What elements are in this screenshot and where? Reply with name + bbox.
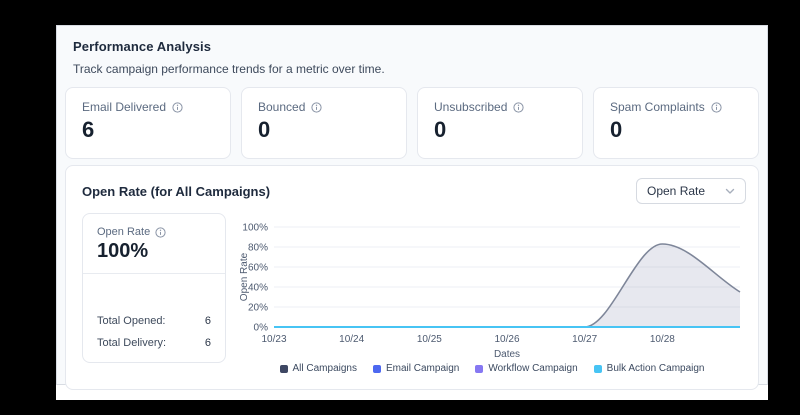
total-delivery-row: Total Delivery: 6	[97, 337, 211, 349]
stat-value: 6	[82, 117, 95, 142]
svg-text:100%: 100%	[242, 223, 268, 234]
summary-metric-value: 100%	[97, 240, 149, 262]
info-icon[interactable]	[513, 101, 524, 113]
svg-text:10/26: 10/26	[494, 334, 519, 345]
svg-text:10/28: 10/28	[650, 334, 675, 345]
total-opened-row: Total Opened: 6	[97, 315, 211, 327]
chart-area: 0% 20% 40% 60% 80% 100% 10/23 10/24 10/25 10/26 10…	[238, 213, 746, 374]
svg-text:0%: 0%	[254, 323, 269, 334]
stat-value: 0	[434, 117, 447, 142]
stat-card-unsubscribed: Unsubscribed 0	[417, 87, 583, 159]
stat-label: Email Delivered	[82, 100, 167, 114]
svg-text:20%: 20%	[248, 303, 268, 314]
chart-body: Open Rate 100% Total Opened: 6	[82, 213, 746, 374]
stats-row: Email Delivered 6 Bounced 0 Un	[65, 87, 759, 159]
svg-text:10/23: 10/23	[261, 334, 286, 345]
performance-analysis-panel: Performance Analysis Track campaign perf…	[56, 25, 768, 390]
stat-label: Unsubscribed	[434, 100, 508, 114]
metric-dropdown-value: Open Rate	[647, 184, 706, 198]
svg-text:Dates: Dates	[494, 349, 520, 360]
page-title: Performance Analysis	[73, 39, 212, 54]
chart-card-header: Open Rate (for All Campaigns) Open Rate	[82, 178, 746, 204]
svg-text:40%: 40%	[248, 283, 268, 294]
summary-metric-label: Open Rate	[97, 226, 151, 238]
total-delivery-label: Total Delivery:	[97, 337, 167, 349]
stat-value: 0	[610, 117, 623, 142]
open-rate-summary-panel: Open Rate 100% Total Opened: 6	[82, 213, 226, 363]
legend-item-all-campaigns[interactable]: All Campaigns	[279, 363, 357, 374]
metric-dropdown[interactable]: Open Rate	[636, 178, 746, 204]
total-opened-value: 6	[204, 315, 211, 327]
stat-card-email-delivered: Email Delivered 6	[65, 87, 231, 159]
page-subtitle: Track campaign performance trends for a …	[73, 62, 385, 76]
legend-item-bulk-action-campaign[interactable]: Bulk Action Campaign	[593, 363, 705, 374]
svg-text:60%: 60%	[248, 263, 268, 274]
legend-label: Bulk Action Campaign	[606, 363, 705, 374]
panel-header: Performance Analysis Track campaign perf…	[73, 39, 751, 76]
stat-value: 0	[258, 117, 271, 142]
info-icon[interactable]	[172, 101, 183, 113]
legend-label: All Campaigns	[292, 363, 357, 374]
chart-title: Open Rate (for All Campaigns)	[82, 183, 271, 199]
legend-item-email-campaign[interactable]: Email Campaign	[372, 363, 460, 374]
legend-swatch-icon	[279, 364, 288, 373]
svg-text:10/27: 10/27	[572, 334, 597, 345]
total-opened-label: Total Opened:	[97, 315, 166, 327]
svg-text:80%: 80%	[248, 243, 268, 254]
legend-label: Workflow Campaign	[488, 363, 578, 374]
legend-item-workflow-campaign[interactable]: Workflow Campaign	[475, 363, 578, 374]
stat-label: Bounced	[258, 100, 306, 114]
stat-card-bounced: Bounced 0	[241, 87, 407, 159]
stat-label: Spam Complaints	[610, 100, 705, 114]
svg-text:10/24: 10/24	[339, 334, 364, 345]
svg-text:Open Rate: Open Rate	[239, 252, 250, 301]
stat-card-spam-complaints: Spam Complaints 0	[593, 87, 759, 159]
legend-swatch-icon	[593, 364, 602, 373]
open-rate-area-chart: 0% 20% 40% 60% 80% 100% 10/23 10/24 10/25 10/26 10…	[239, 223, 741, 360]
chevron-down-icon	[725, 182, 735, 200]
svg-text:10/25: 10/25	[417, 334, 442, 345]
divider	[83, 273, 225, 274]
info-icon[interactable]	[711, 101, 722, 113]
legend-label: Email Campaign	[385, 363, 460, 374]
legend-swatch-icon	[475, 364, 484, 373]
chart-legend: All Campaigns Email Campaign Workflow Camp…	[279, 363, 705, 374]
performance-analysis-page: Performance Analysis Track campaign perf…	[56, 25, 768, 400]
open-rate-chart-card: Open Rate (for All Campaigns) Open Rate …	[65, 165, 759, 390]
info-icon[interactable]	[155, 226, 166, 238]
total-delivery-value: 6	[204, 337, 211, 349]
legend-swatch-icon	[372, 364, 381, 373]
info-icon[interactable]	[311, 101, 322, 113]
